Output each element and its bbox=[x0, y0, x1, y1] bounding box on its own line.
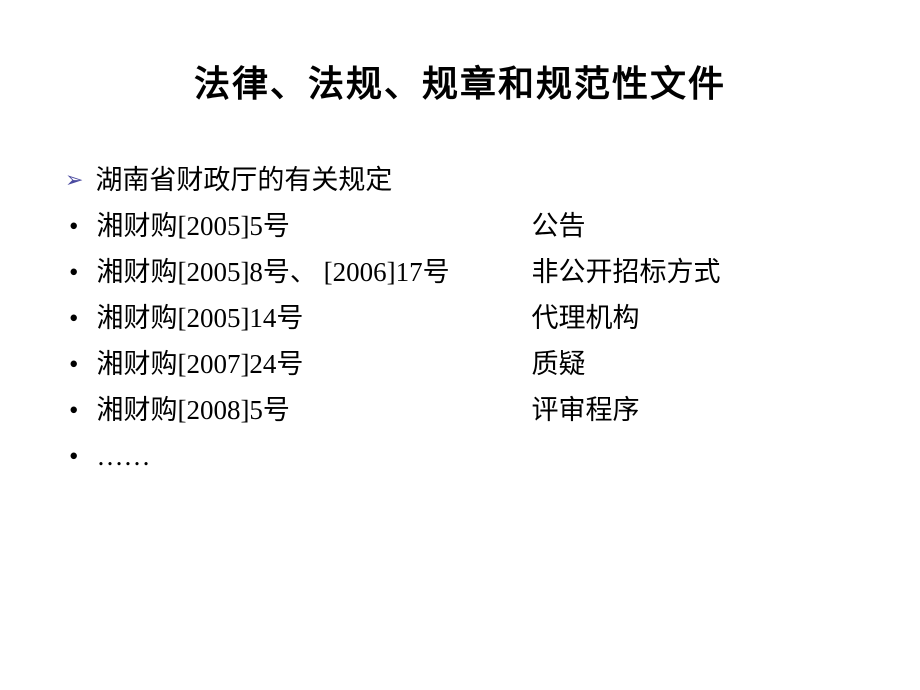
item-desc bbox=[531, 438, 860, 474]
header-item: ➢ 湖南省财政厅的有关规定 bbox=[65, 162, 860, 198]
list-item: • …… bbox=[65, 438, 860, 474]
list-item: • 湘财购[2005]14号 代理机构 bbox=[65, 300, 860, 336]
item-row: 湘财购[2005]8号、 [2006]17号 非公开招标方式 bbox=[96, 254, 860, 290]
item-desc: 公告 bbox=[531, 208, 860, 244]
item-code: 湘财购[2005]8号、 [2006]17号 bbox=[96, 254, 531, 290]
item-row: 湘财购[2005]5号 公告 bbox=[96, 208, 860, 244]
item-code: 湘财购[2005]5号 bbox=[96, 208, 531, 244]
item-code: 湘财购[2007]24号 bbox=[96, 346, 531, 382]
slide-container: 法律、法规、规章和规范性文件 ➢ 湖南省财政厅的有关规定 • 湘财购[2005]… bbox=[0, 0, 920, 690]
item-row: 湘财购[2005]14号 代理机构 bbox=[96, 300, 860, 336]
header-text: 湖南省财政厅的有关规定 bbox=[95, 162, 392, 198]
bullet-icon: • bbox=[69, 392, 78, 428]
item-row: 湘财购[2007]24号 质疑 bbox=[96, 346, 860, 382]
item-desc: 评审程序 bbox=[531, 392, 860, 428]
item-desc: 非公开招标方式 bbox=[531, 254, 860, 290]
list-item: • 湘财购[2007]24号 质疑 bbox=[65, 346, 860, 382]
item-row: …… bbox=[96, 438, 860, 474]
slide-title: 法律、法规、规章和规范性文件 bbox=[60, 55, 860, 107]
bullet-icon: • bbox=[69, 438, 78, 474]
item-desc: 质疑 bbox=[531, 346, 860, 382]
item-row: 湘财购[2008]5号 评审程序 bbox=[96, 392, 860, 428]
list-item: • 湘财购[2005]5号 公告 bbox=[65, 208, 860, 244]
item-desc: 代理机构 bbox=[531, 300, 860, 336]
item-code: 湘财购[2005]14号 bbox=[96, 300, 531, 336]
bullet-icon: • bbox=[69, 346, 78, 382]
bullet-icon: • bbox=[69, 208, 78, 244]
arrow-icon: ➢ bbox=[65, 162, 83, 198]
content-area: ➢ 湖南省财政厅的有关规定 • 湘财购[2005]5号 公告 • 湘财购[200… bbox=[60, 162, 860, 474]
bullet-icon: • bbox=[69, 300, 78, 336]
list-item: • 湘财购[2005]8号、 [2006]17号 非公开招标方式 bbox=[65, 254, 860, 290]
item-code: 湘财购[2008]5号 bbox=[96, 392, 531, 428]
list-item: • 湘财购[2008]5号 评审程序 bbox=[65, 392, 860, 428]
item-ellipsis: …… bbox=[96, 438, 531, 474]
bullet-icon: • bbox=[69, 254, 78, 290]
